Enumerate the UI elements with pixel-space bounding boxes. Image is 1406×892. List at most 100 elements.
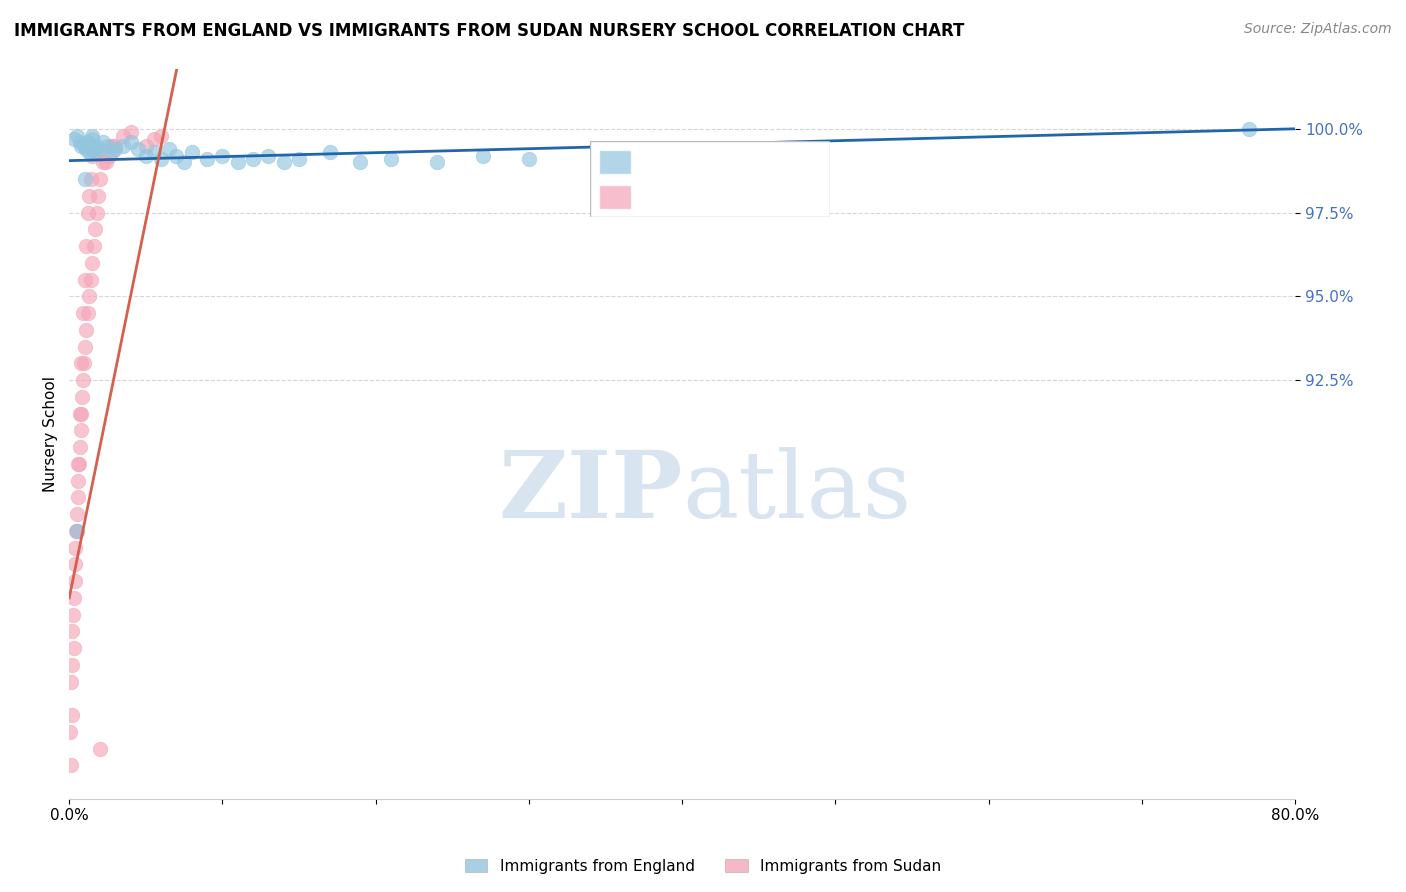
Point [63, 640, 86, 655]
Point [242, 152, 264, 166]
Point [150, 152, 173, 166]
Point [76, 135, 98, 149]
Point [273, 155, 295, 169]
Point [59, 674, 82, 689]
Point [63, 591, 86, 605]
Point [120, 135, 142, 149]
Text: IMMIGRANTS FROM ENGLAND VS IMMIGRANTS FROM SUDAN NURSERY SCHOOL CORRELATION CHAR: IMMIGRANTS FROM ENGLAND VS IMMIGRANTS FR… [14, 22, 965, 40]
Point [66, 524, 89, 538]
Point [195, 152, 218, 166]
Point [79, 138, 101, 153]
Text: R = 0.337   N = 56: R = 0.337 N = 56 [640, 188, 810, 206]
Point [166, 148, 188, 162]
Point [66, 128, 89, 143]
Text: ZIP: ZIP [498, 447, 682, 537]
Point [96, 138, 118, 153]
Point [101, 138, 124, 153]
Point [142, 132, 165, 146]
Point [89, 142, 111, 156]
Point [127, 142, 149, 156]
Point [75, 239, 97, 253]
Point [157, 142, 180, 156]
Point [66, 524, 89, 538]
Point [59, 724, 82, 739]
Point [319, 145, 342, 160]
Point [89, 741, 111, 756]
Point [72, 306, 94, 320]
Point [73, 172, 96, 186]
Point [66, 490, 89, 504]
Point [63, 132, 86, 146]
Point [66, 507, 89, 521]
Point [76, 205, 98, 219]
Point [72, 373, 94, 387]
Point [84, 222, 107, 236]
Point [60, 657, 83, 672]
Point [79, 172, 101, 186]
Point [150, 128, 173, 143]
Point [472, 148, 495, 162]
Point [98, 148, 121, 162]
Point [75, 323, 97, 337]
Point [67, 457, 90, 471]
Point [101, 145, 124, 160]
Point [1237, 121, 1260, 136]
Point [67, 457, 90, 471]
Point [671, 155, 693, 169]
Point [86, 138, 108, 153]
Point [63, 558, 86, 572]
Point [65, 574, 87, 588]
Point [77, 145, 100, 160]
Point [135, 148, 157, 162]
Point [69, 423, 91, 437]
Point [135, 138, 157, 153]
Text: Source: ZipAtlas.com: Source: ZipAtlas.com [1244, 22, 1392, 37]
Point [79, 272, 101, 286]
Point [595, 161, 617, 176]
Point [73, 340, 96, 354]
Point [111, 128, 134, 143]
Point [87, 189, 110, 203]
Legend: Immigrants from England, Immigrants from Sudan: Immigrants from England, Immigrants from… [458, 853, 948, 880]
Point [60, 624, 83, 639]
Point [89, 172, 111, 186]
Point [349, 155, 371, 169]
Point [76, 306, 98, 320]
Point [70, 407, 93, 421]
Text: R = 0.071   N = 47: R = 0.071 N = 47 [640, 153, 810, 170]
Point [73, 272, 96, 286]
Point [82, 128, 104, 143]
Point [73, 138, 96, 153]
Point [73, 356, 96, 370]
Point [91, 155, 114, 169]
Point [104, 142, 127, 156]
Point [70, 356, 93, 370]
Point [426, 155, 449, 169]
Point [72, 390, 94, 404]
Point [62, 607, 84, 622]
Point [104, 138, 127, 153]
Point [142, 145, 165, 160]
Point [380, 152, 402, 166]
Y-axis label: Nursery School: Nursery School [44, 376, 58, 491]
FancyBboxPatch shape [599, 186, 630, 210]
Point [84, 145, 107, 160]
Point [69, 407, 91, 421]
Point [70, 138, 93, 153]
Point [120, 125, 142, 139]
Point [91, 135, 114, 149]
Point [65, 541, 87, 555]
Point [111, 138, 134, 153]
Point [77, 289, 100, 303]
Point [77, 189, 100, 203]
Point [226, 155, 249, 169]
Point [288, 152, 311, 166]
Point [82, 256, 104, 270]
Point [75, 142, 97, 156]
Point [59, 758, 82, 772]
Point [94, 155, 117, 169]
Point [60, 708, 83, 723]
Point [257, 148, 280, 162]
Point [86, 205, 108, 219]
Point [69, 440, 91, 454]
